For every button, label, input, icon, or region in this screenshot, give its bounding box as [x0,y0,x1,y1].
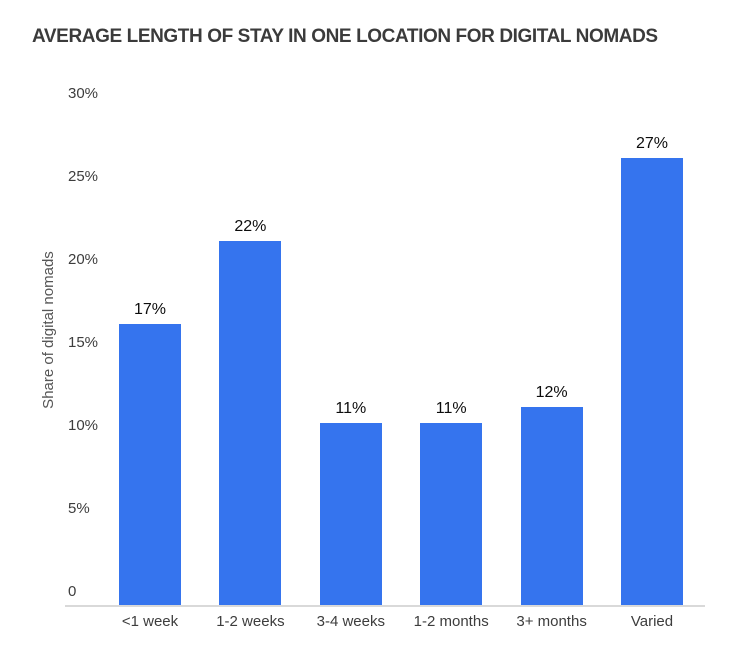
x-category-label: Varied [630,613,674,630]
bar [219,241,282,606]
bar [520,407,583,606]
bar [119,324,181,606]
y-tick-label: 15% [68,334,99,351]
y-tick-label: 25% [68,168,99,185]
y-axis-title: Share of digital nomads [40,251,57,409]
y-tick-label: 20% [68,251,99,268]
x-category-label: 1-2 weeks [216,613,285,630]
y-tick-label: 10% [68,417,99,434]
bar-value-label: 11% [335,400,367,417]
bar-value-label: 12% [535,384,568,401]
x-category-label: 1-2 months [413,613,489,630]
x-category-label: 3-4 weeks [316,613,385,630]
bar-value-label: 17% [133,301,167,318]
bar [621,158,683,606]
x-axis-line [65,605,705,607]
bar-value-label: 11% [435,400,467,417]
y-tick-label: 5% [68,500,90,517]
chart-title: AVERAGE LENGTH OF STAY IN ONE LOCATION F… [32,26,658,47]
x-category-label: 3+ months [516,613,587,630]
y-tick-label: 30% [68,85,99,102]
bar [420,423,483,606]
bar-value-label: 27% [635,135,669,152]
bar [319,423,382,606]
bar-value-label: 22% [234,218,267,235]
y-tick-label: 0 [68,583,77,600]
x-category-label: <1 week [121,613,179,630]
